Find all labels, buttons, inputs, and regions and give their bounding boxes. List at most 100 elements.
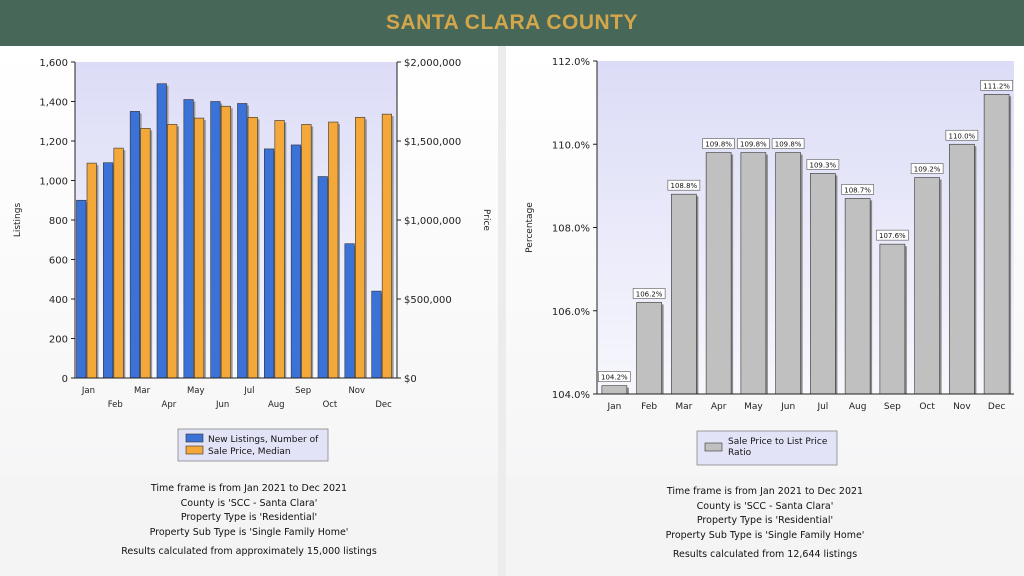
page-title: SANTA CLARA COUNTY: [385, 11, 639, 34]
listings-bar: [264, 148, 275, 379]
price-bar: [247, 117, 258, 379]
ratio-bar: [949, 143, 975, 395]
y2-tick-label: $1,000,000: [404, 216, 461, 227]
footer-left-line: County is 'SCC - Santa Clara': [180, 497, 318, 509]
y-tick-label: 1,200: [39, 137, 68, 148]
price-bar: [113, 147, 124, 379]
listings-bar: [183, 99, 194, 379]
legend-label: New Listings, Number of: [208, 435, 319, 445]
listings-bar: [317, 176, 328, 379]
ratio-bar: [914, 177, 940, 395]
listings-bar: [76, 199, 87, 379]
listings-bar: [129, 111, 140, 379]
data-label-text: 104.2%: [601, 374, 628, 382]
y-tick-label: 800: [49, 216, 68, 227]
data-label-box: [910, 163, 944, 174]
listings-bar: [371, 290, 382, 379]
y2-tick-label: $500,000: [404, 295, 452, 306]
data-label-text: 109.3%: [810, 161, 837, 169]
data-label: 109.2%: [910, 163, 944, 174]
data-label: 109.3%: [806, 159, 840, 170]
listings-bar: [344, 243, 355, 379]
x-tick-label: Mar: [675, 402, 692, 412]
data-label: 109.8%: [771, 138, 805, 149]
x-tick-label: Oct: [323, 400, 338, 410]
footer-left-line: Property Sub Type is 'Single Family Home…: [149, 526, 349, 538]
legend-swatch: [704, 442, 723, 452]
data-label: 106.2%: [632, 288, 666, 299]
y-tick-label: 1,400: [39, 98, 68, 109]
ratio-bar: [601, 385, 628, 395]
ratio-bar: [844, 198, 871, 395]
data-label-box: [876, 229, 909, 241]
data-label-box: [841, 184, 874, 195]
data-label-text: 109.8%: [775, 141, 802, 149]
x-tick-label: Nov: [348, 386, 365, 396]
page-header: SANTA CLARA COUNTY: [0, 0, 1024, 46]
ratio-chart-panel: 104.2% Jan 106.2% Feb 108.8% Mar 109.8% Apr 109.…: [506, 46, 1024, 476]
x-tick-label: Jan: [81, 386, 95, 396]
footer-right-line: County is 'SCC - Santa Clara': [696, 500, 834, 512]
price-bar: [86, 162, 97, 379]
data-label-text: 111.2%: [983, 82, 1010, 90]
listings-bar: [210, 101, 221, 379]
price-bar: [140, 128, 151, 379]
ratio-bar: [671, 193, 697, 395]
data-label-text: 109.2%: [914, 166, 941, 174]
listings-bar: [103, 162, 114, 379]
footer-left-line: Results calculated from approximately 15…: [121, 546, 377, 557]
ratio-bar: [983, 93, 1010, 395]
sale-to-list-ratio-chart: 104.2% Jan 106.2% Feb 108.8% Mar 109.8% Apr 109.…: [525, 57, 1014, 466]
footer-right-line: Time frame is from Jan 2021 to Dec 2021: [666, 486, 864, 497]
ratio-bar: [879, 243, 906, 395]
x-tick-label: Apr: [711, 402, 727, 412]
y-tick-label: 1,600: [39, 58, 68, 69]
x-tick-label: Jan: [606, 402, 621, 412]
price-bar: [220, 105, 231, 379]
price-bar: [274, 120, 285, 379]
x-tick-label: Sep: [295, 386, 311, 396]
data-label: 109.8%: [737, 138, 770, 149]
footer-right-line: Property Sub Type is 'Single Family Home…: [665, 529, 865, 541]
y-tick-label: 400: [49, 295, 68, 306]
ratio-bar: [775, 152, 801, 395]
legend-swatch: [185, 445, 204, 455]
plot-area: [597, 61, 1014, 394]
data-label-text: 108.8%: [671, 182, 698, 190]
listings-bar: [156, 83, 167, 379]
y-tick-label: 104.0%: [552, 390, 590, 401]
data-label-text: 109.8%: [740, 141, 767, 149]
x-tick-label: Jul: [243, 386, 254, 396]
footer-right-line: Results calculated from 12,644 listings: [672, 549, 858, 560]
x-tick-label: Jul: [816, 402, 828, 412]
footer-left: Time frame is from Jan 2021 to Dec 2021 …: [0, 476, 498, 576]
x-tick-label: Sep: [884, 402, 901, 412]
y-tick-label: 108.0%: [552, 224, 590, 235]
y2-axis-title: Price: [481, 209, 491, 231]
panel-divider: [498, 46, 506, 576]
x-tick-label: Jun: [780, 402, 795, 412]
footer-right: Time frame is from Jan 2021 to Dec 2021 …: [506, 476, 1024, 576]
y-tick-label: 106.0%: [552, 307, 590, 318]
x-tick-label: Aug: [849, 402, 867, 412]
price-bar: [381, 113, 392, 379]
data-label-box: [737, 138, 770, 149]
y-tick-label: 110.0%: [552, 140, 590, 151]
data-label-box: [702, 138, 735, 149]
data-label: 109.8%: [702, 138, 735, 149]
x-tick-label: May: [187, 386, 205, 396]
x-tick-label: Dec: [988, 402, 1005, 412]
y-tick-label: 112.0%: [552, 57, 590, 68]
x-tick-label: Mar: [134, 386, 151, 396]
x-tick-label: Aug: [268, 400, 285, 410]
x-tick-label: Feb: [108, 400, 123, 410]
data-label: 107.6%: [876, 229, 909, 241]
x-tick-label: Nov: [953, 402, 971, 412]
data-label-box: [598, 371, 631, 382]
x-tick-label: Jun: [215, 400, 229, 410]
y-tick-label: 0: [62, 374, 68, 385]
ratio-bar: [636, 302, 662, 395]
x-tick-label: Oct: [919, 402, 935, 412]
plot-area: [75, 62, 397, 378]
data-label: 111.2%: [980, 79, 1013, 91]
